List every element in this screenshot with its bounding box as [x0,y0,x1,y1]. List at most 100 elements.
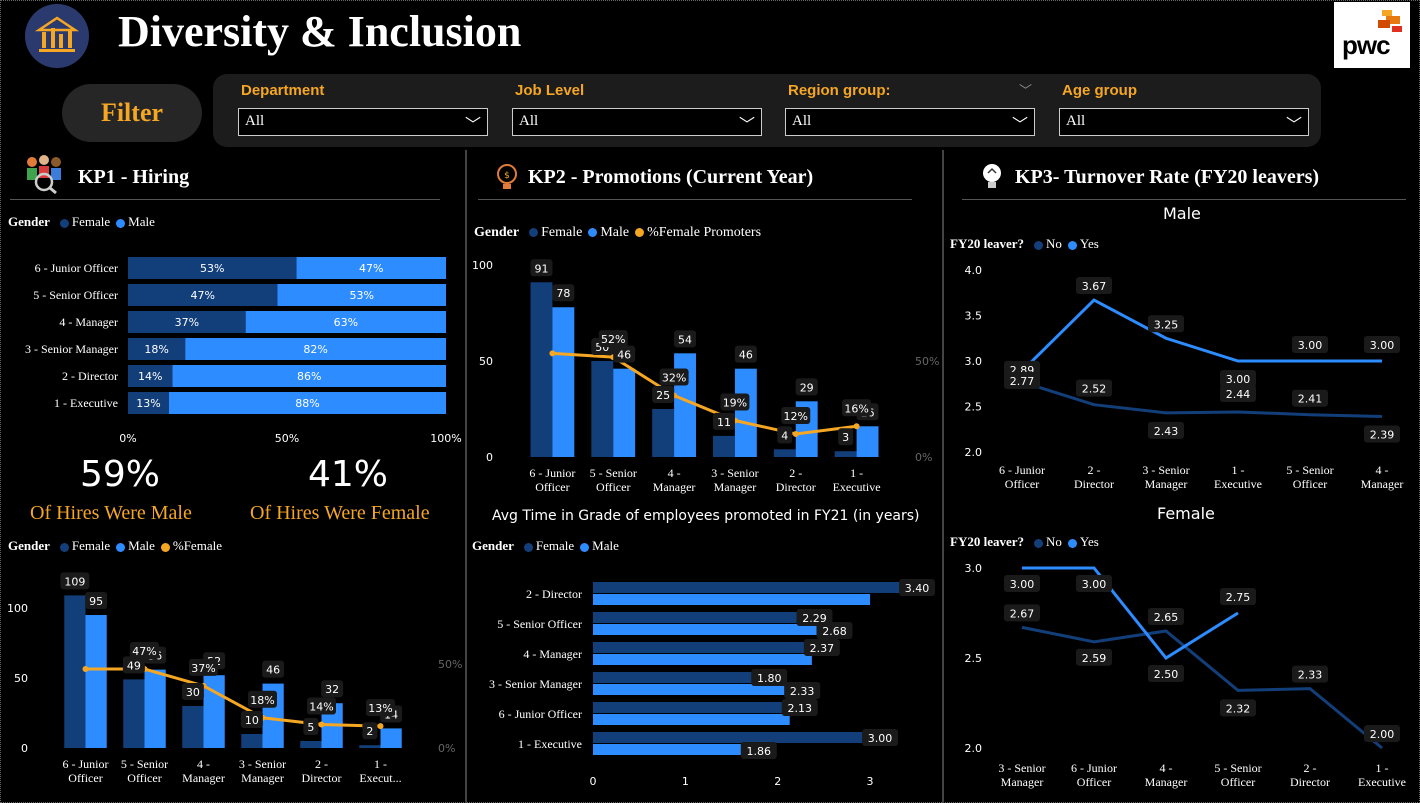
legend-male[interactable]: Male [116,214,155,230]
bar-female [591,361,614,457]
axis-tick: 2.0 [965,446,983,459]
bar-male [593,744,765,755]
legend-female[interactable]: Female [529,225,582,241]
category-label: 4 - [1376,463,1389,477]
legend-pct-female[interactable]: %Female [160,538,222,554]
chevron-down-icon[interactable]: ﹀ [1019,84,1033,99]
data-label-female-bg [899,579,935,596]
data-label-male-bg [734,345,757,363]
bar-female [834,451,857,457]
data-label-yes: 3.25 [1154,318,1179,331]
divider [478,199,912,200]
data-label-male-bg [816,622,853,639]
category-label: 2 - [1088,463,1101,477]
data-label-female: 25 [656,389,670,402]
data-label-female-bg [240,711,263,728]
data-label-female-bg [712,412,735,430]
data-label-no-bg [1220,384,1256,402]
axis-tick: 50 [479,355,493,368]
legend-title: FY20 leaver? [950,236,1025,251]
data-label-no: 2.44 [1226,388,1251,401]
legend-male[interactable]: Male [588,225,629,241]
legend-yes[interactable]: Yes [1067,236,1099,252]
data-label-no-bg [1076,379,1112,397]
data-label-female: 2 [366,725,373,738]
legend-female-label: Female [541,225,583,240]
data-label-male: 95 [89,595,103,608]
kp1-legend-2: Gender Female Male %Female [8,538,222,554]
kp2-legend: Gender Female Male %Female Promoters [474,225,761,241]
data-label-yes: 2.50 [1154,668,1179,681]
data-label-female-bg [362,722,378,740]
data-label-pct-bg [842,399,872,417]
data-label-male: 1.86 [747,745,772,758]
data-label-yes: 2.77 [1010,375,1035,388]
bar-female [128,311,246,333]
bar-female [123,679,145,748]
data-label-yes: 3.00 [1226,373,1251,386]
data-label-female: 11 [717,416,731,429]
bar-male [185,338,447,360]
category-label: 5 - Senior [121,757,168,771]
legend-title: Gender [8,538,50,553]
axis-tick: 2 [774,775,781,788]
data-label-yes-bg [1076,575,1112,592]
category-label: 2 - [1304,761,1317,775]
filter-button[interactable]: Filter [62,84,202,142]
pct-female-line [552,351,857,436]
data-label-female-bg [777,426,793,444]
category-label: Officer [127,771,161,785]
bar-female [128,338,186,360]
axis-tick: 0 [590,775,597,788]
data-label: 18% [144,343,168,356]
data-label: 47% [359,262,383,275]
legend-no[interactable]: No [1034,236,1062,252]
legend-male[interactable]: Male [116,538,155,554]
category-label: 1 - [374,757,387,771]
avg-time-title: Avg Time in Grade of employees promoted … [492,508,920,524]
legend-title: Gender [474,225,520,240]
bar-male [552,307,575,457]
data-label-male: 2.68 [822,625,847,638]
pct-point [792,430,799,437]
category-label: 1 - [1232,463,1245,477]
legend-no[interactable]: No [1034,534,1062,550]
data-label-yes: 3.00 [1082,578,1107,591]
category-label: 1 - [850,466,863,480]
data-label-pct-bg [659,368,689,386]
job-level-select[interactable]: All ﹀ [512,108,762,136]
data-label-pct-bg [598,330,628,348]
data-label-female-bg [803,639,840,656]
age-group-select[interactable]: All ﹀ [1059,108,1309,136]
data-label-female: 109 [64,575,85,588]
bar-female [652,409,675,457]
data-label-no: 2.39 [1370,429,1395,442]
data-label-yes: 3.00 [1298,339,1323,352]
bar-female [64,595,86,748]
axis-tick: 50% [275,432,299,445]
legend-pct-female-promoters[interactable]: %Female Promoters [635,225,761,241]
pct-point [853,423,860,430]
department-select[interactable]: All ﹀ [238,108,488,136]
data-label-yes-bg [1148,315,1184,333]
category-label: 4 - [668,466,681,480]
legend-male-label: Male [600,225,630,240]
category-label: Director [302,771,342,785]
job-level-label: Job Level [515,82,585,99]
region-group-select[interactable]: All ﹀ [785,108,1035,136]
data-label-female: 3.40 [905,582,930,595]
age-group-value: All [1066,113,1086,129]
data-label-no: 2.67 [1010,607,1035,620]
data-label-male: 32 [325,683,339,696]
axis-tick: 2.5 [965,401,983,414]
bar-female [128,365,173,387]
data-label-male: 29 [800,381,814,394]
legend-yes[interactable]: Yes [1067,534,1099,550]
male-chart-title: Male [1163,204,1201,223]
legend-female[interactable]: Female [59,214,110,230]
legend-female[interactable]: Female [523,538,574,554]
data-label-pct-bg [189,658,218,676]
legend-female[interactable]: Female [59,538,110,554]
legend-male[interactable]: Male [580,538,619,554]
data-label-yes-bg [1076,277,1112,295]
